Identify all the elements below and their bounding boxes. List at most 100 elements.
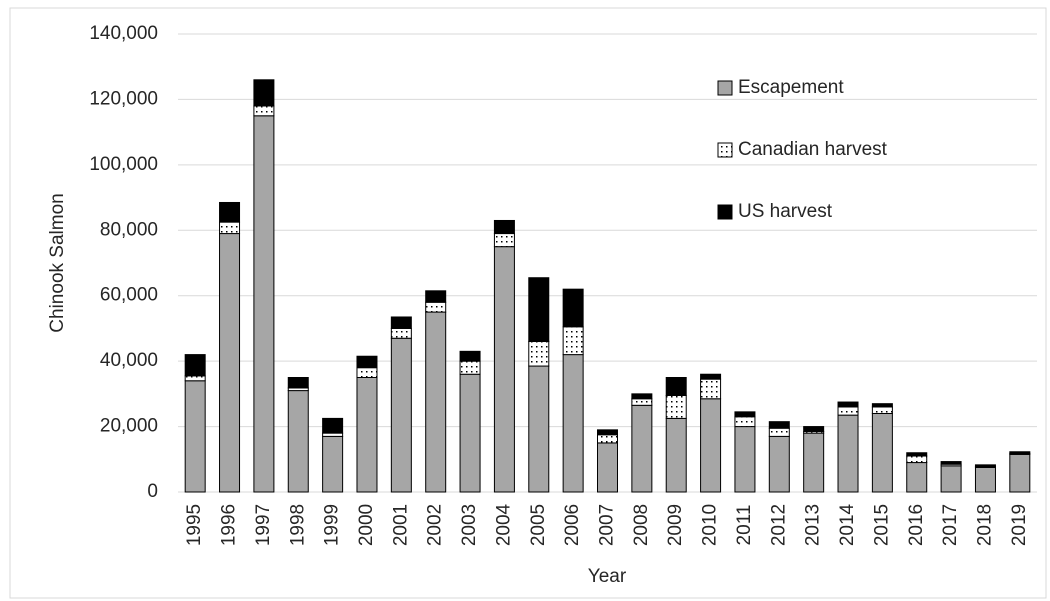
x-tick-label: 2018 xyxy=(974,504,995,546)
bar-segment xyxy=(631,393,653,400)
bar-segment xyxy=(562,326,584,356)
bar-segment xyxy=(425,311,447,493)
bar-segment xyxy=(493,233,515,248)
x-tick-label: 2011 xyxy=(734,505,755,546)
legend-label: Escapement xyxy=(738,77,844,98)
x-tick-label: 2014 xyxy=(837,503,858,546)
bar-segment xyxy=(459,350,481,362)
x-tick-label: 1999 xyxy=(322,504,343,546)
x-tick-label: 2000 xyxy=(356,504,377,546)
x-tick-label: 2003 xyxy=(459,504,480,546)
bar-segment xyxy=(1009,451,1031,454)
bar-segment xyxy=(803,426,825,432)
x-tick-label: 2005 xyxy=(528,504,549,546)
bar-segment xyxy=(734,416,756,428)
x-tick-label: 2004 xyxy=(493,503,514,546)
bar-segment xyxy=(906,462,928,493)
bar-segment xyxy=(493,246,515,493)
bar-segment xyxy=(768,427,790,437)
bar-segment xyxy=(219,221,241,235)
bar-segment xyxy=(940,465,962,493)
x-tick-label: 2019 xyxy=(1009,504,1030,546)
y-tick-label: 80,000 xyxy=(100,219,158,240)
bar-segment xyxy=(837,406,859,416)
legend-swatch xyxy=(717,142,733,158)
bar-segment xyxy=(562,288,584,328)
bar-segment xyxy=(528,341,550,367)
bar-segment xyxy=(871,406,893,414)
y-tick-label: 100,000 xyxy=(89,154,158,175)
bar-segment xyxy=(871,403,893,408)
x-tick-label: 2001 xyxy=(390,504,411,546)
legend-swatch xyxy=(717,80,733,96)
bar-segment xyxy=(1009,453,1031,493)
bar-segment xyxy=(665,394,687,419)
bar-segment xyxy=(631,404,653,493)
bar-segment xyxy=(493,219,515,235)
bar-segment xyxy=(253,79,275,107)
bar-segment xyxy=(459,360,481,375)
bar-segment xyxy=(940,461,962,465)
bar-segment xyxy=(459,373,481,493)
legend-label: US harvest xyxy=(738,201,833,222)
bar-segment xyxy=(734,411,756,418)
bar-segment xyxy=(425,301,447,313)
bar-segment xyxy=(700,378,722,400)
x-tick-label: 2016 xyxy=(906,504,927,546)
x-tick-label: 2007 xyxy=(597,504,618,546)
bar-segment xyxy=(906,455,928,464)
bar-segment xyxy=(700,398,722,493)
bar-segment xyxy=(837,401,859,408)
chart-frame xyxy=(9,7,1047,599)
bar-segment xyxy=(219,201,241,223)
y-tick-label: 140,000 xyxy=(89,23,158,44)
bar-segment xyxy=(184,380,206,493)
x-tick-label: 2013 xyxy=(803,504,824,546)
bar-segment xyxy=(356,367,378,378)
bar-segment xyxy=(184,354,206,377)
bar-segment xyxy=(562,354,584,493)
x-tick-label: 2010 xyxy=(700,504,721,546)
x-tick-label: 2008 xyxy=(631,504,652,546)
bar-segment xyxy=(356,377,378,493)
bar-segment xyxy=(390,316,412,329)
bar-segment xyxy=(974,466,996,493)
bar-segment xyxy=(597,442,618,493)
legend-label: Canadian harvest xyxy=(738,139,888,160)
bar-segment xyxy=(768,435,790,493)
x-tick-label: 2009 xyxy=(665,504,686,546)
bar-segment xyxy=(287,377,309,389)
bar-segment xyxy=(356,355,378,369)
x-tick-label: 1998 xyxy=(287,504,308,546)
legend-swatch xyxy=(717,204,733,220)
y-axis-label: Chinook Salmon xyxy=(47,193,68,332)
x-tick-label: 2015 xyxy=(871,504,892,546)
bar-segment xyxy=(837,414,859,493)
bar-segment xyxy=(803,432,825,493)
bar-segment xyxy=(871,412,893,493)
x-tick-label: 2012 xyxy=(768,504,789,546)
bar-segment xyxy=(219,233,241,493)
bar-segment xyxy=(528,365,550,493)
bar-segment xyxy=(631,398,653,406)
bar-segment xyxy=(390,337,412,493)
bar-segment xyxy=(390,327,412,339)
bar-segment xyxy=(322,417,344,434)
bar-segment xyxy=(597,429,618,436)
x-axis-label: Year xyxy=(588,566,627,587)
bar-segment xyxy=(253,105,275,117)
x-tick-label: 1997 xyxy=(253,504,274,546)
x-tick-label: 2017 xyxy=(940,504,961,546)
bar-segment xyxy=(906,452,928,457)
bar-segment xyxy=(734,426,756,493)
bar-segment xyxy=(253,115,275,493)
y-tick-label: 20,000 xyxy=(100,416,158,437)
bar-segment xyxy=(665,417,687,493)
y-tick-label: 60,000 xyxy=(100,285,158,306)
x-tick-label: 1995 xyxy=(184,504,205,546)
y-tick-label: 40,000 xyxy=(100,350,158,371)
bar-segment xyxy=(700,373,722,380)
bar-segment xyxy=(322,435,344,493)
x-tick-label: 2006 xyxy=(562,504,583,546)
x-tick-label: 1996 xyxy=(219,504,240,546)
